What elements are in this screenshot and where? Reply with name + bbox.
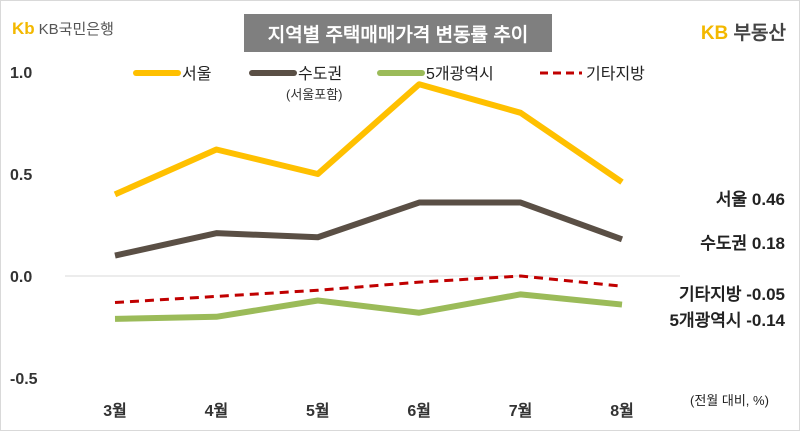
end-label: 서울 0.46 xyxy=(716,190,785,209)
y-tick-label: 0.0 xyxy=(10,269,32,286)
end-label: 5개광역시 -0.14 xyxy=(670,311,786,330)
x-tick-label: 6월 xyxy=(407,402,431,420)
legend-label: 기타지방 xyxy=(586,65,645,83)
x-tick-label: 8월 xyxy=(610,402,634,420)
kb-realestate-logo-kb: KB xyxy=(700,23,729,44)
unit-note: (전월 대비, %) xyxy=(690,393,769,408)
kb-bank-logo: Kb KB국민은행 xyxy=(12,18,114,39)
y-tick-label: 0.5 xyxy=(10,167,32,184)
x-tick-label: 5월 xyxy=(306,402,330,420)
x-tick-label: 7월 xyxy=(509,402,533,420)
y-tick-label: 1.0 xyxy=(10,65,32,82)
legend-label: 5개광역시 xyxy=(426,65,494,83)
legend-label: 수도권 xyxy=(298,65,342,83)
series-line-3 xyxy=(114,274,623,305)
series-line-2 xyxy=(114,291,623,322)
legend-sublabel: (서울포함) xyxy=(286,87,343,102)
chart-title: 지역별 주택매매가격 변동률 추이 xyxy=(244,14,552,52)
legend-label: 서울 xyxy=(182,65,211,83)
end-label: 수도권 0.18 xyxy=(700,234,785,253)
series-line-0 xyxy=(113,81,624,198)
kb-star-icon: Kb xyxy=(12,18,35,38)
series-line-1 xyxy=(114,199,624,259)
kb-realestate-logo: KB 부동산 xyxy=(701,18,786,45)
x-tick-label: 4월 xyxy=(205,402,229,420)
kb-bank-logo-text: KB국민은행 xyxy=(38,21,114,38)
x-tick-label: 3월 xyxy=(103,402,127,420)
y-tick-label: -0.5 xyxy=(10,371,38,388)
kb-realestate-logo-text: 부동산 xyxy=(733,23,786,44)
end-label: 기타지방 -0.05 xyxy=(679,285,785,304)
